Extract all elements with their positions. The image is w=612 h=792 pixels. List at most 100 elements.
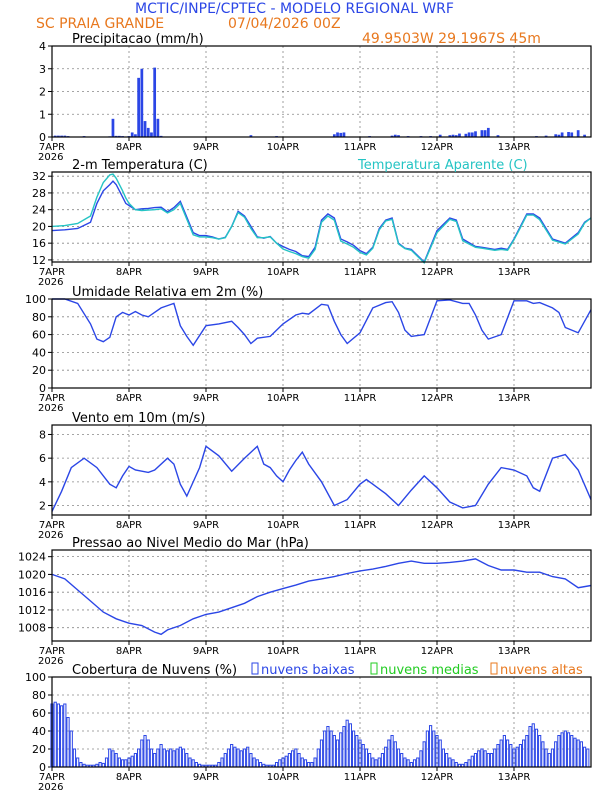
x-tick-label: 11APR <box>344 393 377 404</box>
y-tick-label: 3 <box>39 63 46 76</box>
panel-frame <box>51 549 592 642</box>
y-tick-label: 80 <box>32 689 46 702</box>
x-tick-label: 8APR <box>116 142 142 153</box>
y-tick-label: 60 <box>32 707 46 720</box>
precip-bar <box>557 134 561 137</box>
precip-bar <box>143 121 147 137</box>
precip-bar <box>60 135 63 137</box>
legend-cloud-2: nuvens altas <box>500 663 583 678</box>
cloud-bar-low <box>323 730 327 768</box>
cloud-bar-low <box>329 730 333 768</box>
humidity-line <box>52 298 592 347</box>
y-tick-label: 2 <box>39 86 46 99</box>
x-tick-label: 12APR <box>421 772 454 783</box>
precip-bar <box>570 132 574 137</box>
cloud-bar-low <box>297 753 301 768</box>
cloud-bar-low <box>217 762 221 768</box>
cloud-bar-low <box>303 759 308 768</box>
panel-6: 0 20 40 60 80 100 7APR 8APR 9APR 10APR 11APR 12APR 1… <box>25 663 592 792</box>
panel-2: 12 16 20 24 28 32 7APR 8APR 9APR 10APR 11APR 12APR 1… <box>32 158 592 288</box>
apparent-temperature-line <box>51 173 592 265</box>
cloud-bar-low <box>274 762 279 768</box>
cloud-bar-low <box>233 746 237 768</box>
cloud-bar-low <box>339 732 343 768</box>
y-tick-label: 1024 <box>18 551 46 564</box>
precip-bar <box>583 134 586 137</box>
cloud-bar-low <box>181 748 186 768</box>
precip-bar <box>137 77 140 137</box>
precip-bar <box>390 135 394 137</box>
precip-bar <box>249 135 253 137</box>
cloud-bar-low <box>441 748 446 768</box>
panel-title: Precipitacao (mm/h) <box>72 32 204 47</box>
y-tick-label: 1 <box>39 108 46 121</box>
x-tick-label: 13APR <box>498 520 531 531</box>
x-tick-label: 8APR <box>116 646 142 657</box>
cloud-bar-low <box>120 759 125 768</box>
precip-bar <box>397 135 400 137</box>
x-tick-label: 11APR <box>344 267 377 278</box>
panel-1: 0 1 2 3 4 7APR 8APR 9APR 10APR 11APR 12APR 13APR 202… <box>38 32 592 163</box>
precip-bar <box>57 135 60 137</box>
x-tick-label: 12APR <box>421 393 454 404</box>
x-year-label: 2026 <box>38 656 63 667</box>
cloud-bar-low <box>162 748 166 768</box>
cloud-bar-low <box>573 737 577 768</box>
y-tick-label: 4 <box>39 40 46 53</box>
precip-bar <box>554 134 558 137</box>
cloud-bar-low <box>332 735 336 768</box>
cloud-bar-low <box>310 762 314 768</box>
x-tick-label: 10APR <box>267 520 300 531</box>
cloud-bar-low <box>98 762 102 768</box>
cloud-bar-low <box>69 730 73 768</box>
cloud-bar-low <box>477 750 481 768</box>
cloud-bar-low <box>117 757 121 768</box>
cloud-bar-low <box>335 739 340 768</box>
cloud-bar-low <box>428 725 433 768</box>
precip-bar <box>153 67 157 137</box>
cloud-bar-low <box>223 753 227 768</box>
cloud-bar-low <box>409 762 413 768</box>
cloud-bar-low <box>79 762 83 768</box>
cloud-bar-low <box>220 757 224 768</box>
cloud-bar-low <box>576 739 580 768</box>
legend-box-2 <box>490 662 498 675</box>
cloud-bar-low <box>348 723 352 768</box>
cloud-bar-low <box>178 746 182 768</box>
cloud-bar-low <box>345 719 349 768</box>
panel-frame <box>51 171 592 263</box>
precip-bar <box>560 132 564 137</box>
cloud-bar-low <box>194 762 198 768</box>
cloud-bar-low <box>522 739 526 768</box>
header-title: MCTIC/INPE/CPTEC - MODELO REGIONAL WRF <box>135 1 454 17</box>
cloud-bar-low <box>531 723 535 768</box>
cloud-bar-low <box>489 753 494 768</box>
cloud-bar-low <box>185 753 189 768</box>
header-run: 07/04/2026 00Z <box>228 16 341 32</box>
panel-title: Pressao ao Nivel Medio do Mar (hPa) <box>72 536 309 551</box>
precip-bar <box>464 133 468 137</box>
cloud-bar-low <box>368 753 372 768</box>
cloud-bar-low <box>419 750 423 768</box>
cloud-bar-low <box>130 755 134 768</box>
precip-bar <box>146 127 150 137</box>
y-tick-label: 80 <box>32 311 46 324</box>
cloud-bar-low <box>438 739 442 768</box>
x-tick-label: 13APR <box>498 772 531 783</box>
y-tick-label: 0 <box>39 131 46 144</box>
cloud-bar-low <box>291 750 295 768</box>
x-tick-label: 7APR <box>39 772 65 783</box>
cloud-bar-low <box>470 755 474 768</box>
precip-bar <box>53 135 57 137</box>
cloud-bar-low <box>563 730 567 768</box>
precip-bar <box>470 132 474 137</box>
x-tick-label: 9APR <box>193 772 219 783</box>
precip-bar <box>486 127 490 137</box>
legend-box-0 <box>251 662 259 675</box>
y-tick-label: 60 <box>32 329 46 342</box>
x-tick-label: 10APR <box>267 646 300 657</box>
precip-bar <box>480 130 484 137</box>
cloud-bar-low <box>133 753 138 768</box>
y-tick-label: 1016 <box>18 586 46 599</box>
